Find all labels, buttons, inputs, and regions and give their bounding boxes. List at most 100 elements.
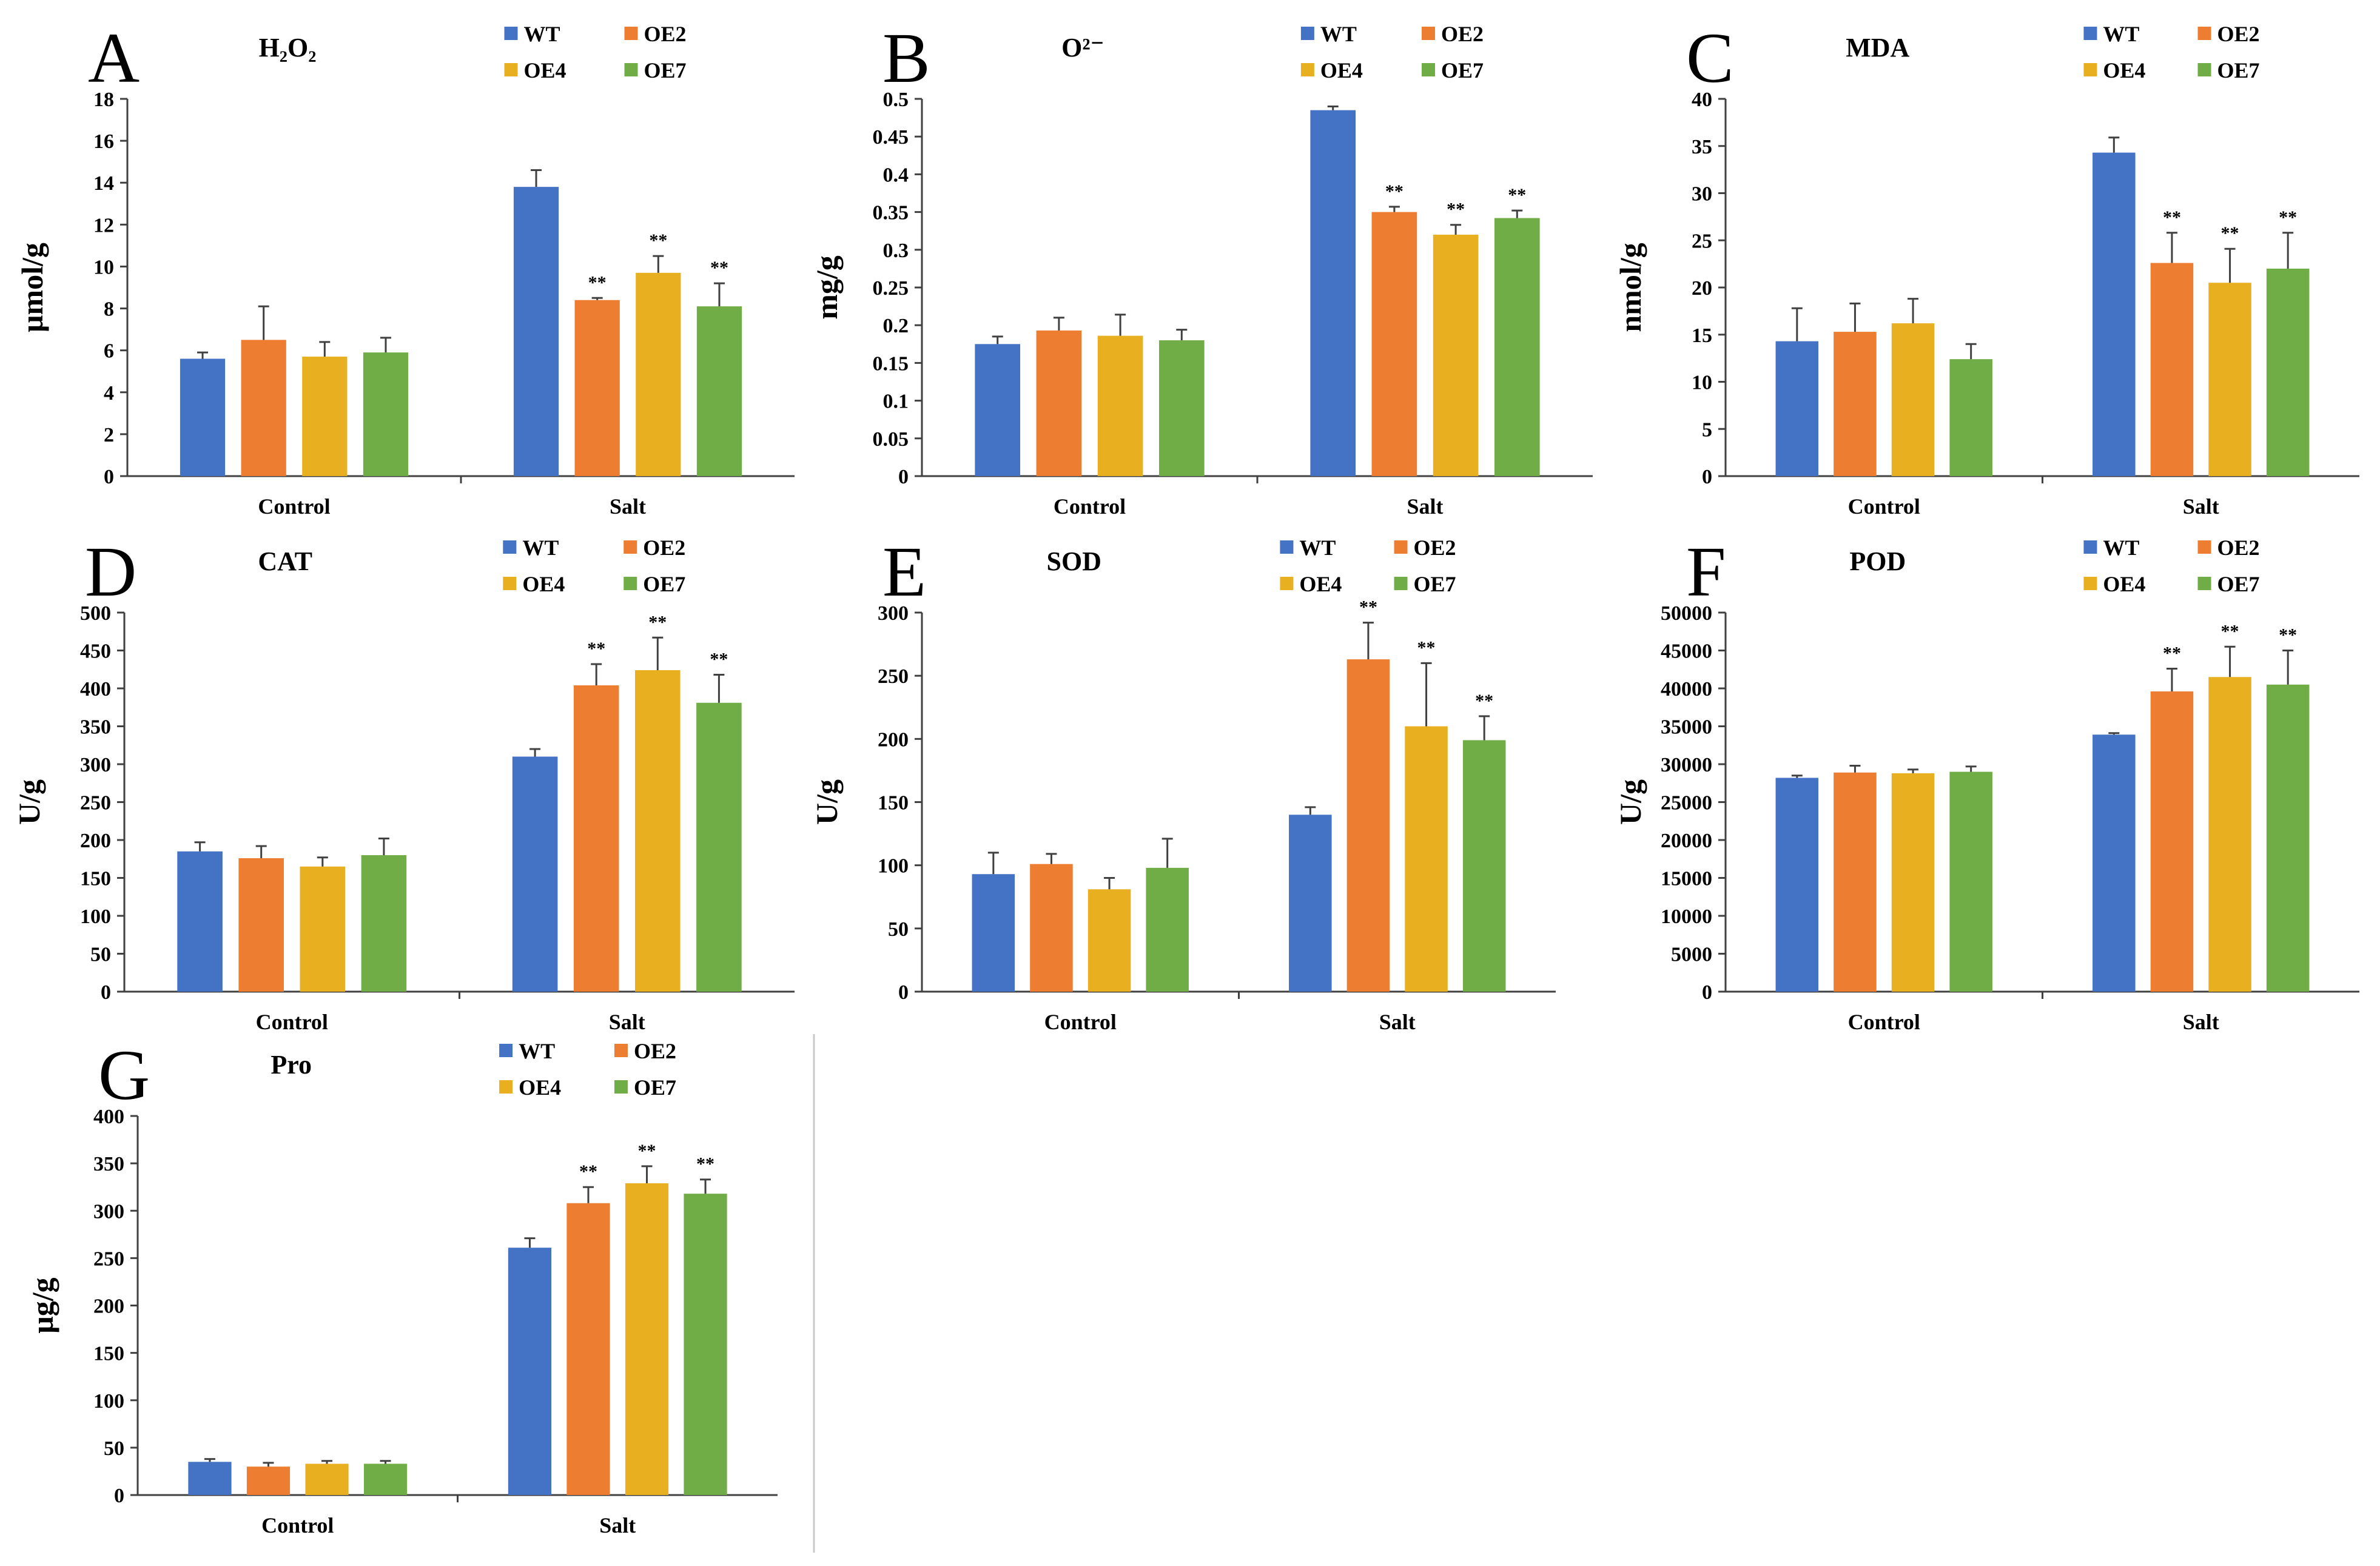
- legend-swatch-oe4: [2083, 577, 2097, 590]
- legend-label-oe4: OE4: [522, 572, 565, 596]
- legend-label-wt: WT: [2103, 536, 2139, 560]
- legend-swatch-oe2: [624, 27, 638, 40]
- x-tick-label: Control: [1848, 494, 1920, 519]
- bar-oe2-salt: [573, 685, 619, 992]
- y-tick-label: 300: [80, 754, 111, 776]
- y-tick-label: 30: [1692, 183, 1712, 206]
- y-tick-label: 10000: [1661, 906, 1712, 928]
- x-tick-label: Control: [1044, 1010, 1117, 1034]
- y-tick-label: 0: [114, 1485, 124, 1507]
- bar-oe4-salt: [636, 272, 681, 476]
- x-tick-label: Salt: [1379, 1010, 1416, 1034]
- x-tick-label: Salt: [2183, 494, 2219, 519]
- legend-label-wt: WT: [1299, 536, 1336, 560]
- x-tick-label: Control: [256, 1010, 328, 1034]
- x-tick-label: Salt: [599, 1513, 636, 1537]
- y-tick-label: 15: [1692, 324, 1712, 347]
- bar-wt-salt: [2093, 734, 2136, 992]
- y-tick-label: 0.35: [873, 202, 909, 224]
- x-tick-label: Control: [258, 494, 330, 519]
- legend-swatch-oe2: [1421, 27, 1435, 40]
- y-tick-label: 14: [93, 172, 114, 195]
- y-tick-label: 200: [93, 1295, 124, 1318]
- y-tick-label: 100: [93, 1390, 124, 1413]
- legend-label-oe2: OE2: [644, 22, 687, 46]
- bar-oe7-control: [1949, 771, 1992, 992]
- bar-oe2-salt: [574, 300, 620, 476]
- legend-swatch-wt: [503, 540, 517, 554]
- legend-label-wt: WT: [2103, 22, 2139, 46]
- legend-label-oe2: OE2: [2217, 536, 2260, 560]
- chart-title: Pro: [271, 1050, 312, 1080]
- significance-label: **: [638, 1141, 656, 1161]
- y-tick-label: 100: [878, 855, 909, 878]
- bar-oe4-control: [1097, 335, 1143, 476]
- y-tick-label: 10: [93, 256, 114, 278]
- bar-wt-control: [1775, 341, 1819, 476]
- y-tick-label: 50000: [1661, 602, 1712, 625]
- chart-title: MDA: [1846, 33, 1909, 62]
- legend-label-oe7: OE7: [643, 572, 685, 596]
- y-tick-label: 15000: [1661, 868, 1712, 890]
- y-axis-label: mg/g: [810, 255, 844, 320]
- y-tick-label: 0: [898, 466, 909, 488]
- bar-oe7-salt: [696, 702, 742, 992]
- legend-swatch-oe7: [2197, 63, 2211, 76]
- bar-wt-control: [975, 344, 1021, 476]
- y-tick-label: 4: [104, 382, 114, 405]
- y-tick-label: 25: [1692, 230, 1712, 252]
- legend-label-oe4: OE4: [2103, 58, 2145, 82]
- y-tick-label: 300: [878, 602, 909, 625]
- bar-oe7-control: [363, 352, 409, 476]
- bar-oe2-salt: [2150, 263, 2194, 476]
- legend-swatch-oe2: [1394, 540, 1408, 554]
- legend-label-oe4: OE4: [524, 58, 566, 82]
- bar-oe7-control: [363, 1464, 408, 1495]
- y-tick-label: 250: [80, 792, 111, 815]
- chart-title: POD: [1849, 546, 1906, 576]
- y-axis-label: nmol/g: [1613, 243, 1647, 332]
- chart-title: SOD: [1047, 546, 1101, 576]
- y-tick-label: 40000: [1661, 678, 1712, 701]
- bar-oe7-control: [361, 855, 407, 992]
- y-tick-label: 30000: [1661, 754, 1712, 776]
- bar-wt-salt: [1289, 815, 1332, 992]
- significance-label: **: [710, 650, 728, 670]
- y-tick-label: 10: [1692, 372, 1712, 394]
- y-tick-label: 350: [80, 716, 111, 739]
- legend-label-oe7: OE7: [644, 58, 687, 82]
- legend-label-oe7: OE7: [1441, 58, 1484, 82]
- bar-oe4-salt: [1405, 726, 1448, 992]
- bar-wt-salt: [508, 1248, 552, 1495]
- legend-swatch-wt: [2083, 27, 2097, 40]
- y-tick-label: 200: [80, 830, 111, 852]
- bar-oe4-salt: [2208, 283, 2251, 476]
- legend-swatch-wt: [1280, 540, 1294, 554]
- y-tick-label: 40: [1692, 89, 1712, 111]
- y-tick-label: 0.5: [883, 89, 909, 111]
- bar-oe7-salt: [1462, 740, 1506, 992]
- significance-label: **: [1475, 691, 1493, 711]
- significance-label: **: [2221, 621, 2239, 641]
- legend-label-oe4: OE4: [1299, 572, 1342, 596]
- x-tick-label: Control: [1848, 1010, 1920, 1034]
- chart-title: CAT: [258, 546, 312, 576]
- y-tick-label: 500: [80, 602, 111, 625]
- y-tick-label: 0: [1702, 981, 1712, 1004]
- legend-swatch-oe7: [624, 577, 637, 590]
- bar-oe2-control: [238, 858, 284, 992]
- y-tick-label: 50: [104, 1437, 124, 1460]
- y-axis-label: U/g: [1613, 779, 1647, 825]
- legend-swatch-oe4: [1300, 63, 1314, 76]
- significance-label: **: [648, 612, 667, 632]
- bar-oe4-control: [305, 1464, 349, 1495]
- y-tick-label: 0: [101, 981, 111, 1004]
- significance-label: **: [1385, 181, 1403, 201]
- y-axis-label: μg/g: [25, 1277, 59, 1333]
- significance-label: **: [649, 230, 667, 250]
- bar-oe7-salt: [2266, 684, 2310, 992]
- legend-swatch-oe7: [1394, 577, 1408, 590]
- y-tick-label: 250: [878, 665, 909, 688]
- bar-oe4-salt: [2208, 677, 2251, 992]
